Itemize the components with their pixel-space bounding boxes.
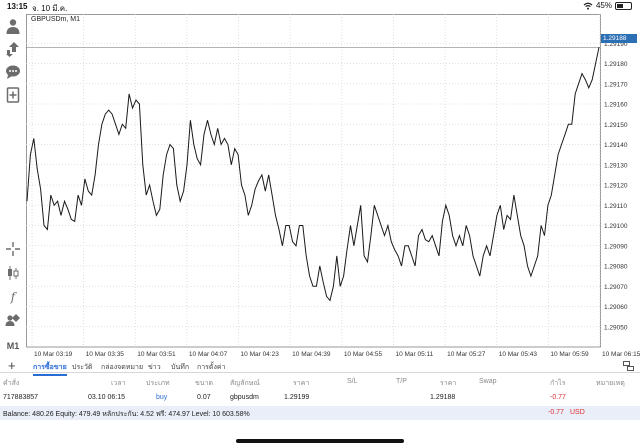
objects-icon[interactable] (3, 311, 23, 331)
row-volume: 0.07 (197, 394, 211, 401)
trade-arrows-icon[interactable] (3, 39, 23, 59)
y-tick-label: 1.29110 (604, 203, 627, 210)
balance-text: Balance: 480.26 Equity: 479.49 หลักประกั… (3, 411, 250, 418)
col-volume: ขนาด (195, 380, 214, 387)
col-comment: หมายเหตุ (596, 380, 625, 387)
col-type: ประเภท (146, 380, 170, 387)
add-document-icon[interactable] (3, 85, 23, 105)
indicator-function-icon[interactable]: f (10, 290, 16, 304)
row-current-price: 1.29188 (430, 394, 456, 401)
chart-frame (26, 14, 601, 348)
y-tick-label: 1.29090 (604, 243, 628, 250)
battery-icon (615, 1, 632, 10)
tab-mailbox[interactable]: กล่องจดหมาย (101, 364, 144, 371)
x-tick-label: 10 Mar 04:07 (189, 351, 228, 358)
row-symbol: gbpusdm (230, 394, 259, 401)
status-right: 45% (583, 1, 632, 10)
add-panel-button[interactable]: + (8, 358, 16, 373)
x-tick-label: 10 Mar 03:35 (86, 351, 125, 358)
status-date: จ. 10 มี.ค. (32, 4, 68, 13)
y-tick-label: 1.29120 (604, 183, 628, 190)
y-tick-label: 1.29050 (604, 324, 628, 331)
price-series-line (26, 47, 600, 302)
left-toolbar: f M1 (0, 14, 26, 354)
chat-icon[interactable] (3, 62, 23, 82)
x-tick-label: 10 Mar 05:59 (550, 351, 589, 358)
row-type: buy (156, 394, 168, 401)
col-price: ราคา (293, 380, 310, 387)
tab-history[interactable]: ประวัติ (72, 364, 93, 371)
row-profit: -0.77 (550, 394, 566, 401)
panel-menu-icon[interactable] (623, 361, 634, 371)
col-sl: S/L (347, 378, 358, 385)
x-tick-label: 10 Mar 05:11 (395, 351, 433, 358)
status-time: 13:15 (7, 2, 28, 11)
timeframe-button[interactable]: M1 (6, 341, 20, 351)
y-tick-label: 1.29180 (604, 61, 628, 68)
y-tick-label: 1.29160 (604, 102, 628, 109)
price-chart[interactable]: 1.29190 1.29180 1.29170 1.29160 1.29150 1.291… (26, 14, 640, 359)
y-tick-label: 1.29140 (604, 142, 628, 149)
col-order: คำสั่ง (3, 380, 20, 387)
y-tick-label: 1.29170 (604, 81, 628, 88)
x-tick-label: 10 Mar 03:51 (137, 351, 176, 358)
col-tp: T/P (396, 378, 407, 385)
tab-news[interactable]: ข่าว (148, 364, 161, 371)
y-tick-label: 1.29100 (604, 223, 628, 230)
col-symbol: สัญลักษณ์ (230, 380, 260, 387)
battery-percent: 45% (595, 1, 612, 10)
y-tick-label: 1.29130 (604, 162, 628, 169)
bottom-tabs: + การซื้อขาย ประวัติ กล่องจดหมาย ข่าว บั… (0, 358, 640, 376)
x-tick-label: 10 Mar 06:15 (602, 351, 640, 358)
row-order: 717883857 (3, 394, 39, 401)
current-price-tag: 1.29188 (601, 34, 637, 43)
col-current-price: ราคา (440, 380, 457, 387)
row-time: 03.10 06:15 (88, 394, 125, 401)
col-swap: Swap (479, 378, 497, 385)
y-tick-label: 1.29070 (604, 284, 628, 291)
balance-bar: Balance: 480.26 Equity: 479.49 หลักประกั… (0, 406, 640, 420)
chart-canvas[interactable]: 1.29190 1.29180 1.29170 1.29160 1.29150 1.291… (26, 14, 640, 359)
col-time: เวลา (111, 380, 126, 387)
y-tick-label: 1.29080 (604, 264, 628, 271)
y-tick-label: 1.29190 (604, 41, 628, 48)
tab-trade[interactable]: การซื้อขาย (33, 364, 67, 376)
y-tick-label: 1.29150 (604, 122, 628, 129)
col-profit: กำไร (550, 380, 566, 387)
x-tick-label: 10 Mar 03:19 (34, 351, 73, 358)
person-icon[interactable] (3, 16, 23, 36)
tab-settings[interactable]: การตั้งค่า (197, 364, 226, 371)
home-indicator[interactable] (236, 439, 404, 443)
y-tick-label: 1.29060 (604, 304, 628, 311)
table-header: คำสั่ง เวลา ประเภท ขนาด สัญลักษณ์ ราคา S… (0, 375, 640, 389)
crosshair-icon[interactable] (3, 239, 23, 259)
total-profit: -0.77 (548, 409, 564, 416)
status-bar: 13:15 จ. 10 มี.ค. 45% (0, 0, 640, 13)
account-currency: USD (570, 409, 585, 416)
tab-journal[interactable]: บันทึก (171, 364, 190, 371)
wifi-icon (583, 2, 593, 10)
x-tick-label: 10 Mar 05:43 (499, 351, 538, 358)
x-tick-label: 10 Mar 05:27 (447, 351, 486, 358)
candlestick-icon[interactable] (3, 263, 23, 283)
x-tick-label: 10 Mar 04:55 (344, 351, 383, 358)
x-tick-label: 10 Mar 04:39 (292, 351, 331, 358)
row-price: 1.29199 (284, 394, 310, 401)
chart-symbol-label: GBPUSDm, M1 (30, 16, 82, 23)
table-row[interactable]: 717883857 03.10 06:15 buy 0.07 gbpusdm 1… (0, 391, 640, 405)
x-tick-label: 10 Mar 04:23 (241, 351, 280, 358)
